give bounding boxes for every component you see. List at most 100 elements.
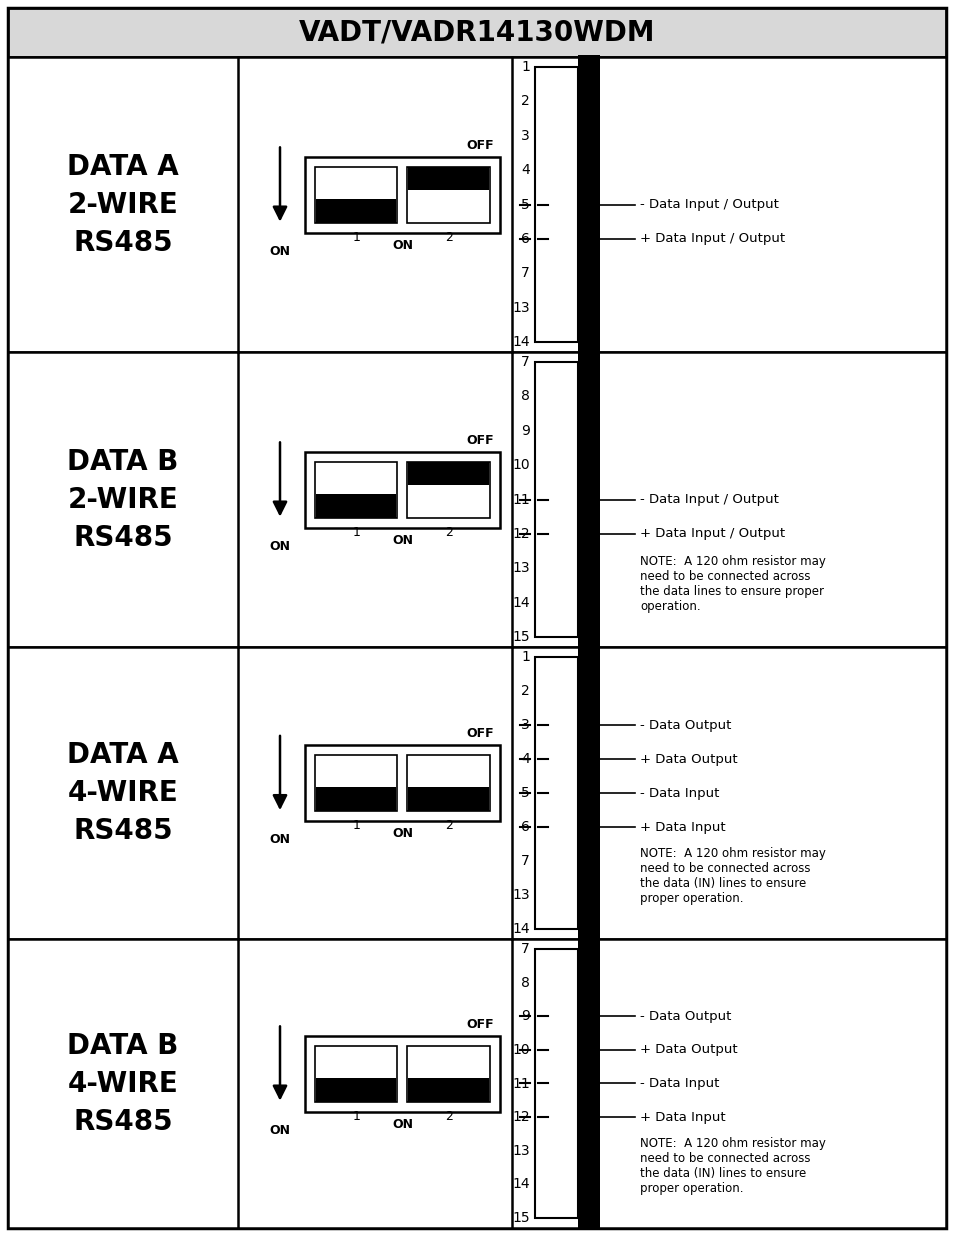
Text: 5: 5 — [520, 198, 530, 211]
Text: 2-WIRE: 2-WIRE — [68, 485, 178, 514]
Text: - Data Input: - Data Input — [639, 787, 719, 799]
Bar — [407, 462, 490, 517]
Bar — [535, 657, 578, 929]
Text: DATA B: DATA B — [68, 447, 178, 475]
Text: 13: 13 — [512, 300, 530, 315]
Bar — [535, 67, 578, 342]
Text: 9: 9 — [520, 1009, 530, 1024]
Text: 9: 9 — [520, 424, 530, 437]
Bar — [8, 647, 945, 939]
Text: 13: 13 — [512, 888, 530, 902]
Text: 7: 7 — [520, 267, 530, 280]
Bar — [408, 788, 489, 811]
Text: + Data Output: + Data Output — [639, 752, 737, 766]
Text: RS485: RS485 — [73, 818, 172, 845]
Bar — [8, 7, 945, 57]
Bar — [408, 462, 489, 485]
Text: RS485: RS485 — [73, 524, 172, 552]
Bar — [535, 948, 578, 1218]
Text: ON: ON — [269, 540, 291, 552]
Bar — [8, 939, 945, 1228]
Bar — [8, 57, 945, 352]
Text: ON: ON — [269, 832, 291, 846]
Text: ON: ON — [392, 1118, 413, 1130]
Text: 2: 2 — [444, 1109, 453, 1123]
Text: NOTE:  A 120 ohm resistor may
need to be connected across
the data (IN) lines to: NOTE: A 120 ohm resistor may need to be … — [639, 847, 825, 905]
Text: - Data Input / Output: - Data Input / Output — [639, 493, 778, 506]
Text: OFF: OFF — [466, 433, 494, 447]
Text: VADT/VADR14130WDM: VADT/VADR14130WDM — [298, 19, 655, 47]
Bar — [8, 352, 945, 647]
Text: 14: 14 — [512, 595, 530, 610]
Bar — [305, 745, 499, 821]
Text: 1: 1 — [352, 231, 360, 243]
Text: - Data Input / Output: - Data Input / Output — [639, 198, 778, 211]
Text: + Data Input / Output: + Data Input / Output — [639, 232, 784, 246]
Text: 6: 6 — [520, 820, 530, 834]
Text: ON: ON — [392, 534, 413, 547]
Text: 6: 6 — [520, 232, 530, 246]
Text: 2: 2 — [444, 819, 453, 832]
Text: + Data Input: + Data Input — [639, 1110, 725, 1124]
Text: 15: 15 — [512, 630, 530, 643]
Bar — [305, 452, 499, 527]
Text: + Data Input: + Data Input — [639, 820, 725, 834]
Text: ON: ON — [269, 1124, 291, 1136]
Text: 5: 5 — [520, 785, 530, 800]
Text: + Data Input / Output: + Data Input / Output — [639, 527, 784, 541]
Bar — [314, 167, 397, 222]
Text: 1: 1 — [520, 650, 530, 664]
Text: 3: 3 — [520, 128, 530, 143]
Text: 1: 1 — [352, 1109, 360, 1123]
Text: - Data Output: - Data Output — [639, 719, 731, 731]
Text: 10: 10 — [512, 1042, 530, 1057]
Text: OFF: OFF — [466, 1018, 494, 1030]
Text: 11: 11 — [512, 1077, 530, 1091]
Text: NOTE:  A 120 ohm resistor may
need to be connected across
the data (IN) lines to: NOTE: A 120 ohm resistor may need to be … — [639, 1137, 825, 1195]
Bar — [305, 157, 499, 232]
Text: - Data Output: - Data Output — [639, 1010, 731, 1023]
Bar — [315, 199, 396, 222]
Text: 13: 13 — [512, 561, 530, 576]
Text: 8: 8 — [520, 389, 530, 404]
Bar — [305, 1035, 499, 1112]
Text: RS485: RS485 — [73, 228, 172, 257]
Bar — [407, 1046, 490, 1102]
Text: 7: 7 — [520, 853, 530, 868]
Text: 8: 8 — [520, 976, 530, 989]
Text: 1: 1 — [352, 819, 360, 832]
Text: 14: 14 — [512, 1177, 530, 1192]
Text: 14: 14 — [512, 335, 530, 350]
Text: 12: 12 — [512, 527, 530, 541]
Text: NOTE:  A 120 ohm resistor may
need to be connected across
the data lines to ensu: NOTE: A 120 ohm resistor may need to be … — [639, 555, 825, 613]
Text: 11: 11 — [512, 493, 530, 506]
Bar — [407, 167, 490, 222]
Text: 4: 4 — [520, 163, 530, 177]
Text: 2: 2 — [520, 684, 530, 698]
Bar — [408, 167, 489, 190]
Bar — [314, 755, 397, 811]
Text: 10: 10 — [512, 458, 530, 472]
Text: 12: 12 — [512, 1110, 530, 1124]
Bar — [578, 645, 599, 941]
Bar — [314, 1046, 397, 1102]
Bar — [535, 362, 578, 637]
Text: 7: 7 — [520, 942, 530, 956]
Text: 2-WIRE: 2-WIRE — [68, 190, 178, 219]
Bar — [407, 755, 490, 811]
Text: 4: 4 — [520, 752, 530, 766]
Text: 2: 2 — [444, 526, 453, 538]
Bar — [315, 494, 396, 517]
Text: 1: 1 — [520, 61, 530, 74]
Text: 13: 13 — [512, 1144, 530, 1157]
Text: + Data Output: + Data Output — [639, 1044, 737, 1056]
Text: DATA A: DATA A — [67, 741, 179, 769]
Text: 15: 15 — [512, 1212, 530, 1225]
Text: 14: 14 — [512, 923, 530, 936]
Text: 4-WIRE: 4-WIRE — [68, 1070, 178, 1098]
Text: - Data Input: - Data Input — [639, 1077, 719, 1091]
Text: DATA B: DATA B — [68, 1031, 178, 1060]
Text: ON: ON — [269, 245, 291, 258]
Text: 2: 2 — [520, 94, 530, 109]
Text: 2: 2 — [444, 231, 453, 243]
